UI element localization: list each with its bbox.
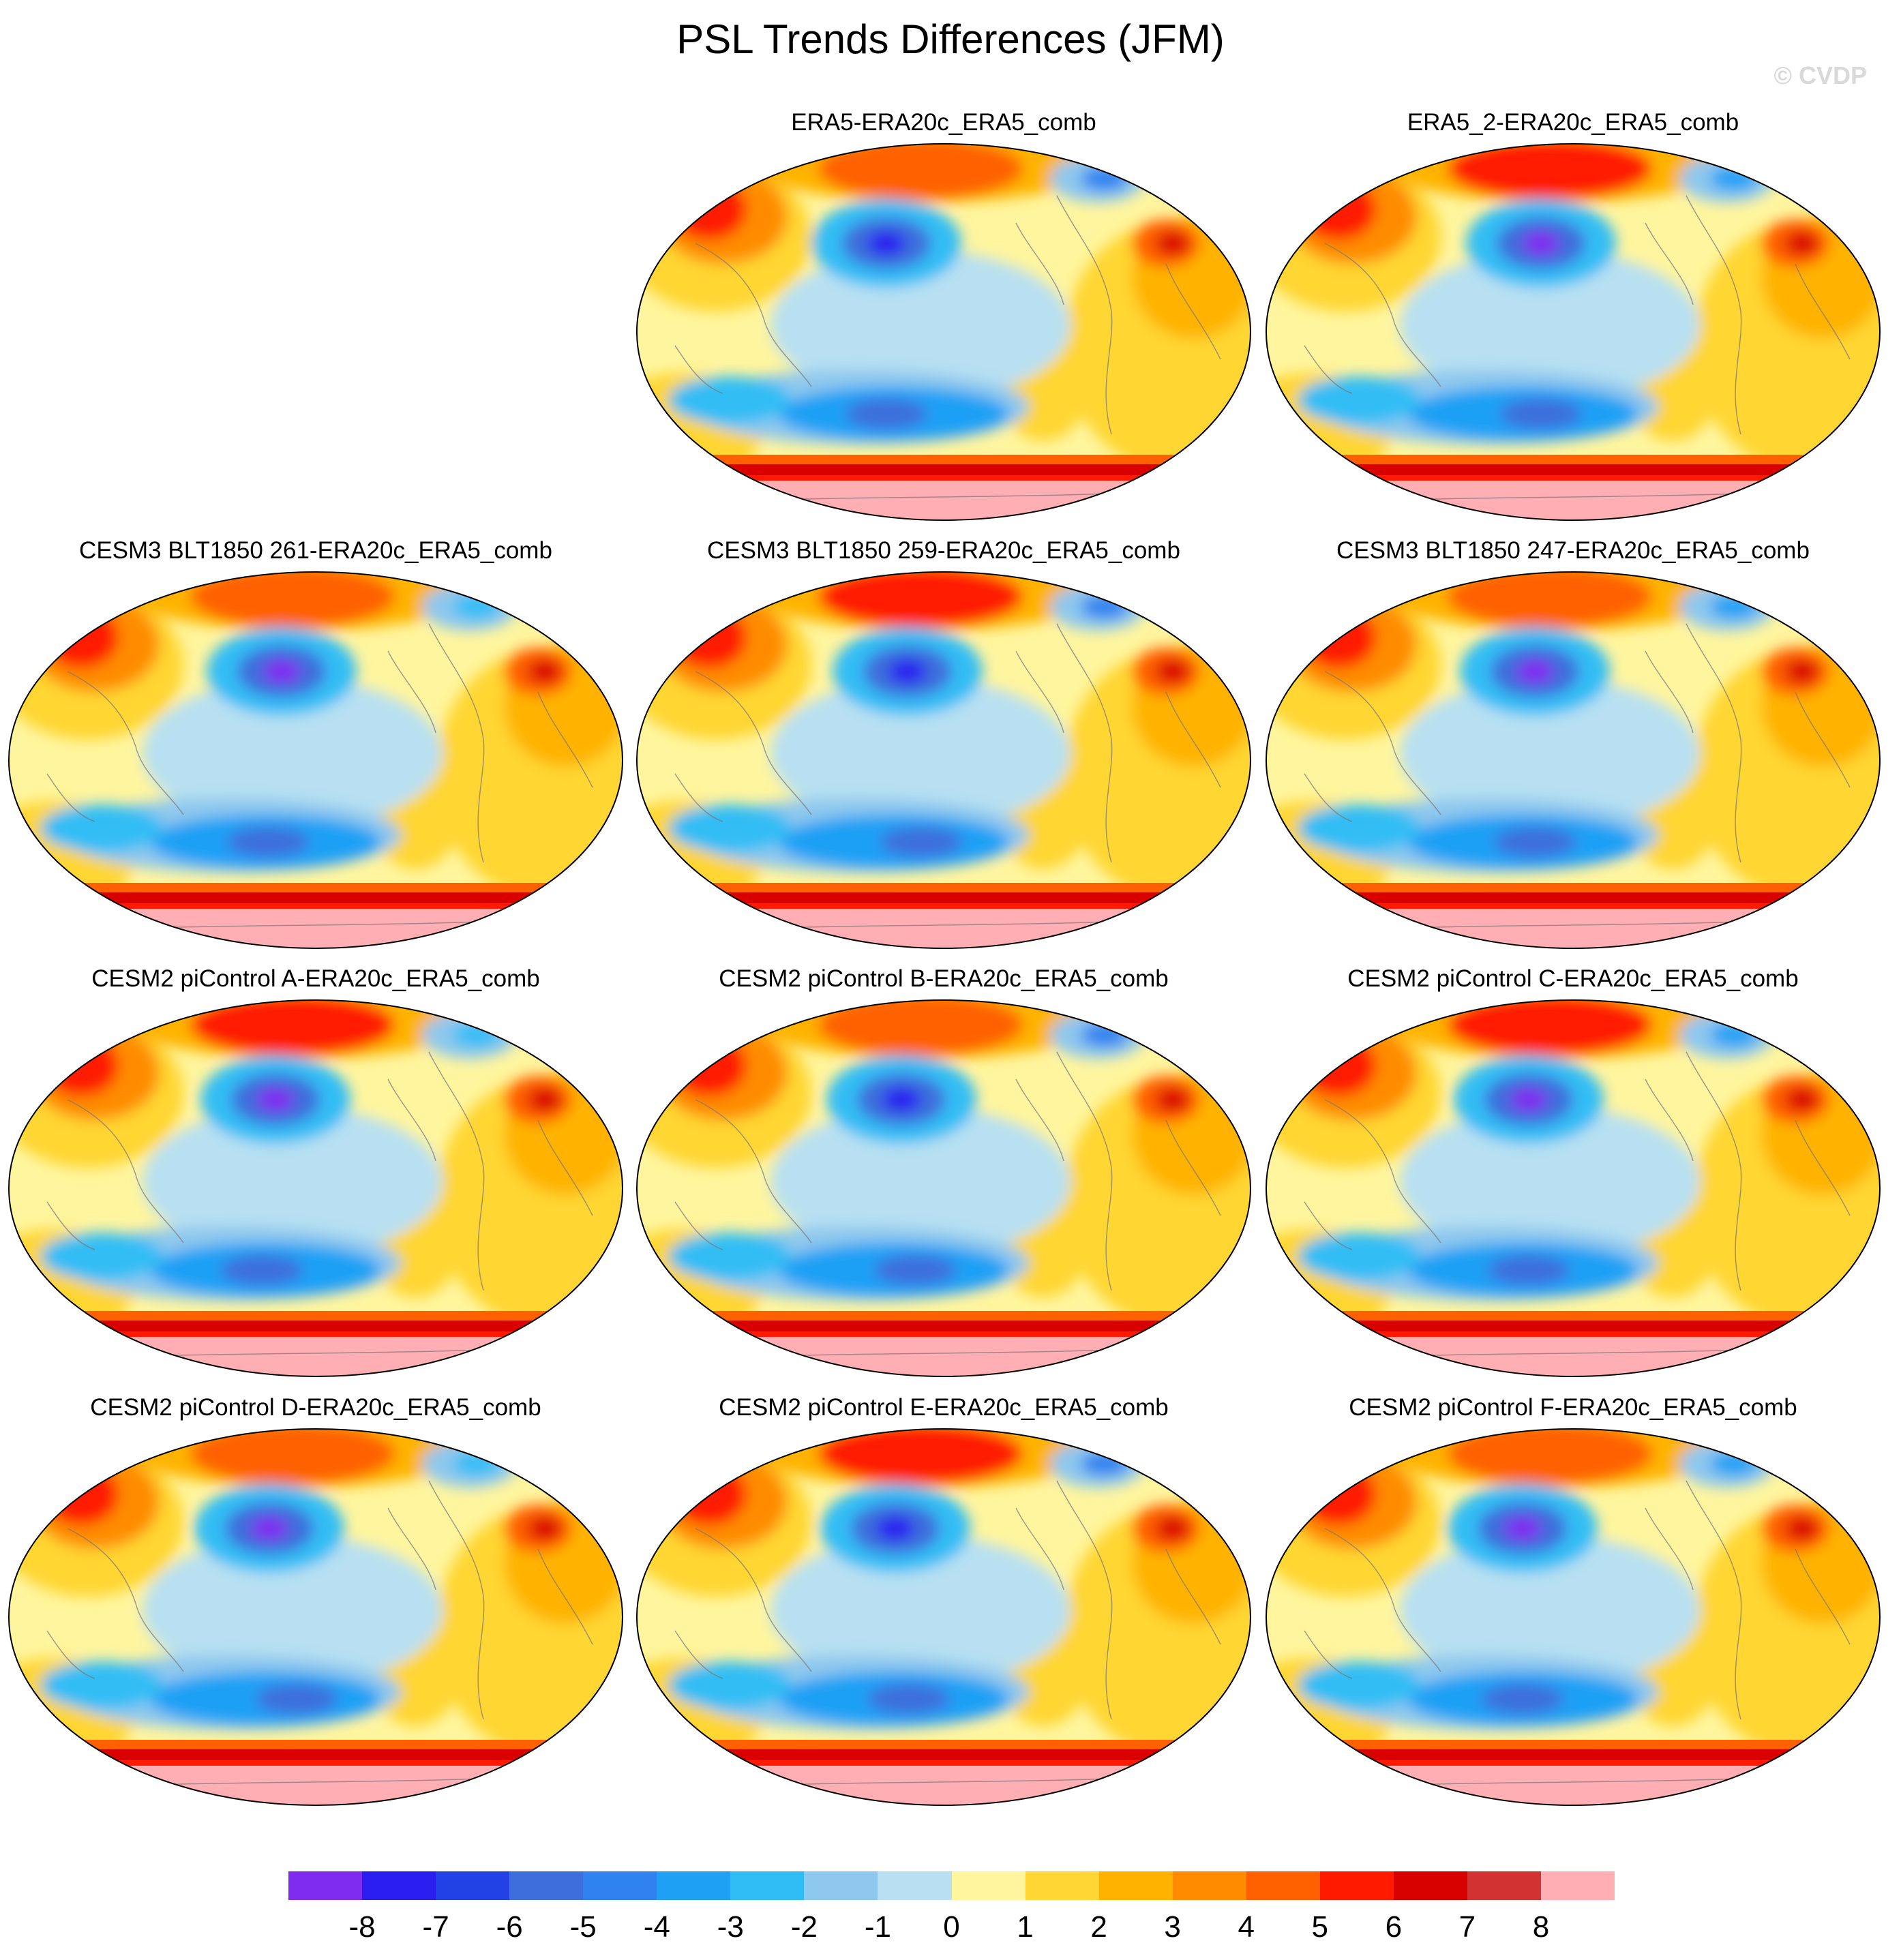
panel-title: CESM3 BLT1850 261-ERA20c_ERA5_comb [79, 537, 552, 564]
world-map [8, 571, 623, 949]
world-map [1266, 999, 1881, 1377]
colorbar-label: 5 [1311, 1910, 1328, 1944]
colorbar-label: 4 [1238, 1910, 1255, 1944]
map-panel: CESM2 piControl F-ERA20c_ERA5_comb [1263, 1393, 1883, 1809]
colorbar-label: -4 [643, 1910, 670, 1944]
colorbar-swatch [730, 1871, 805, 1900]
world-map [636, 143, 1251, 521]
map-border [636, 571, 1251, 949]
colorbar-label: 2 [1090, 1910, 1107, 1944]
colorbar-label: -6 [496, 1910, 523, 1944]
map-panel: CESM2 piControl B-ERA20c_ERA5_comb [633, 964, 1254, 1380]
colorbar-swatch [509, 1871, 584, 1900]
colorbar-swatch [362, 1871, 436, 1900]
map-panel: CESM3 BLT1850 261-ERA20c_ERA5_comb [5, 536, 626, 952]
world-map [8, 1428, 623, 1806]
colorbar-label: -2 [790, 1910, 818, 1944]
panel-title: ERA5_2-ERA20c_ERA5_comb [1407, 109, 1739, 136]
map-field [637, 144, 1251, 520]
map-field [9, 1000, 623, 1376]
colorbar-swatch [804, 1871, 878, 1900]
map-panel: CESM2 piControl D-ERA20c_ERA5_comb [5, 1393, 626, 1809]
panel-title: CESM2 piControl C-ERA20c_ERA5_comb [1347, 965, 1799, 992]
colorbar-swatch [951, 1871, 1026, 1900]
colorbar-swatch [1467, 1871, 1542, 1900]
panel-title: CESM2 piControl B-ERA20c_ERA5_comb [719, 965, 1169, 992]
colorbar-label: -7 [422, 1910, 449, 1944]
panel-title: CESM2 piControl E-ERA20c_ERA5_comb [719, 1394, 1169, 1421]
colorbar-label: -3 [717, 1910, 744, 1944]
colorbar-swatch [878, 1871, 952, 1900]
colorbar-swatch [1172, 1871, 1247, 1900]
watermark: © CVDP [1773, 61, 1867, 89]
panel-title: CESM3 BLT1850 259-ERA20c_ERA5_comb [707, 537, 1180, 564]
panel-title: CESM2 piControl A-ERA20c_ERA5_comb [91, 965, 540, 992]
colorbar-label: -5 [569, 1910, 597, 1944]
map-field [9, 1429, 623, 1805]
map-field [1266, 1000, 1880, 1376]
world-map [636, 1428, 1251, 1806]
world-map [636, 571, 1251, 949]
colorbar-label: 6 [1385, 1910, 1403, 1944]
colorbar-label: 7 [1458, 1910, 1476, 1944]
colorbar-swatch [1393, 1871, 1468, 1900]
map-panel: ERA5-ERA20c_ERA5_comb [633, 108, 1254, 524]
map-panel: CESM2 piControl E-ERA20c_ERA5_comb [633, 1393, 1254, 1809]
map-field [637, 572, 1251, 948]
map-field [637, 1000, 1251, 1376]
map-border [636, 143, 1251, 521]
map-border [1266, 143, 1881, 521]
colorbar-swatch [1246, 1871, 1321, 1900]
colorbar-swatch [1540, 1871, 1615, 1900]
map-field [1266, 1429, 1880, 1805]
colorbar-swatch [1319, 1871, 1394, 1900]
colorbar-swatch [436, 1871, 510, 1900]
world-map [636, 999, 1251, 1377]
map-border [1266, 999, 1881, 1377]
colorbar-label: 3 [1164, 1910, 1181, 1944]
map-field [1266, 144, 1880, 520]
map-field [1266, 572, 1880, 948]
map-panel: CESM2 piControl A-ERA20c_ERA5_comb [5, 964, 626, 1380]
map-border [1266, 571, 1881, 949]
panel-title: CESM2 piControl F-ERA20c_ERA5_comb [1349, 1394, 1797, 1421]
world-map [1266, 1428, 1881, 1806]
map-field [9, 572, 623, 948]
colorbar-label: 0 [943, 1910, 960, 1944]
map-panel: CESM2 piControl C-ERA20c_ERA5_comb [1263, 964, 1883, 1380]
map-panel: CESM3 BLT1850 247-ERA20c_ERA5_comb [1263, 536, 1883, 952]
panel-title: CESM2 piControl D-ERA20c_ERA5_comb [90, 1394, 541, 1421]
world-map [8, 999, 623, 1377]
colorbar-swatch [288, 1871, 363, 1900]
colorbar-swatch [1098, 1871, 1173, 1900]
map-panel: CESM3 BLT1850 259-ERA20c_ERA5_comb [633, 536, 1254, 952]
colorbar-swatch [657, 1871, 731, 1900]
panel-title: CESM3 BLT1850 247-ERA20c_ERA5_comb [1336, 537, 1810, 564]
colorbar-label: -8 [348, 1910, 376, 1944]
colorbar-swatch [583, 1871, 657, 1900]
colorbar-label: 1 [1017, 1910, 1034, 1944]
figure-title: PSL Trends Differences (JFM) [676, 16, 1225, 62]
panel-title: ERA5-ERA20c_ERA5_comb [791, 109, 1096, 136]
colorbar-label: 8 [1532, 1910, 1550, 1944]
colorbar-swatch [1025, 1871, 1100, 1900]
world-map [1266, 571, 1881, 949]
map-panel: ERA5_2-ERA20c_ERA5_comb [1263, 108, 1883, 524]
map-border [1266, 1428, 1881, 1806]
map-border [8, 571, 623, 949]
colorbar-label: -1 [864, 1910, 891, 1944]
map-border [636, 1428, 1251, 1806]
colorbar: -8 -7 -6 -5 -4 -3 -2 -1 0 1 2 3 4 5 6 7 8 [288, 1871, 1615, 1952]
world-map [1266, 143, 1881, 521]
map-border [636, 999, 1251, 1377]
map-border [8, 999, 623, 1377]
map-field [637, 1429, 1251, 1805]
map-border [8, 1428, 623, 1806]
